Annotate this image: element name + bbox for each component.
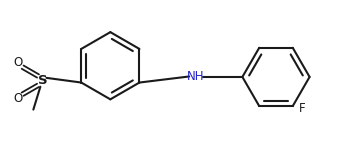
Text: S: S: [38, 74, 47, 87]
Text: NH: NH: [187, 70, 204, 83]
Text: F: F: [299, 102, 305, 115]
Text: O: O: [14, 92, 23, 105]
Text: O: O: [14, 56, 23, 69]
